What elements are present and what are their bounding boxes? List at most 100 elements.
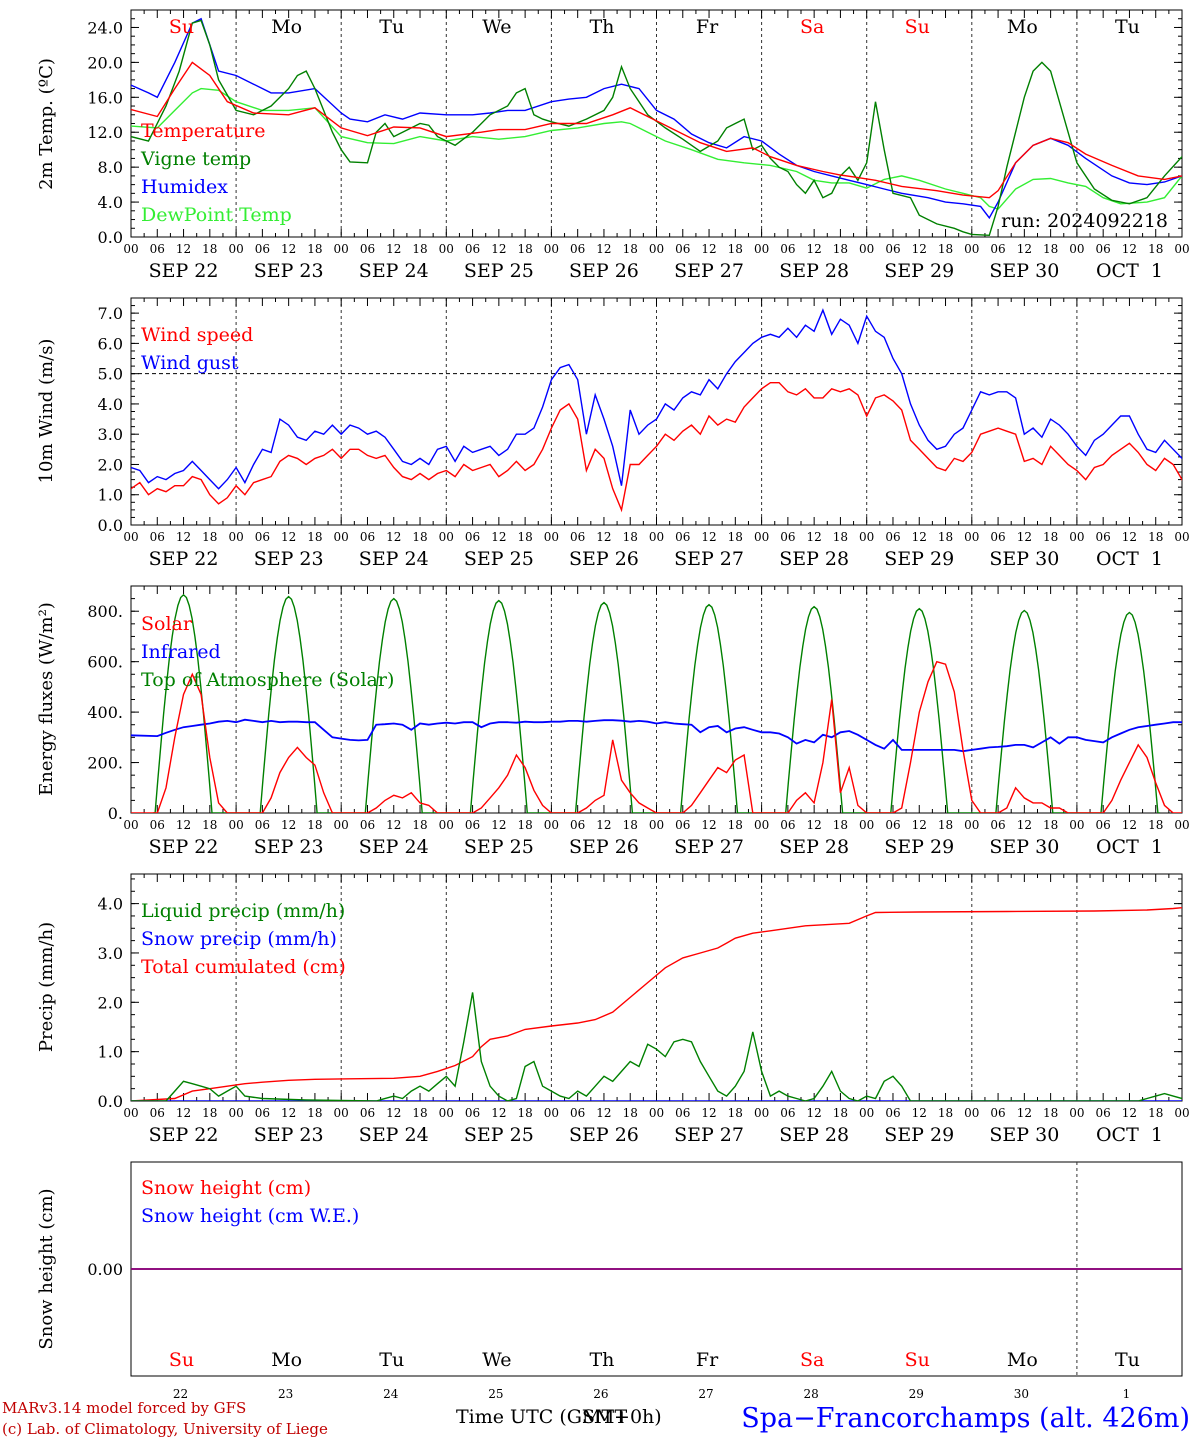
series-line-2 bbox=[131, 906, 1182, 1101]
x-hour-label: 12 bbox=[596, 530, 611, 544]
y-tick-label: 0.0 bbox=[98, 516, 123, 535]
series-line-2 bbox=[152, 593, 1161, 813]
legend-entry: Humidex bbox=[141, 176, 228, 198]
x-hour-label: 12 bbox=[281, 530, 296, 544]
x-hour-label: 06 bbox=[675, 1106, 690, 1120]
x-date-label: SEP 29 bbox=[884, 836, 954, 858]
x-hour-label: 18 bbox=[938, 1106, 953, 1120]
x-date-label: SEP 22 bbox=[149, 1124, 219, 1146]
x-hour-label: 06 bbox=[360, 1106, 375, 1120]
x-hour-label: 00 bbox=[859, 1106, 874, 1120]
day-name: Su bbox=[169, 1349, 194, 1371]
x-date-label: SEP 26 bbox=[569, 836, 639, 858]
x-hour-label: 18 bbox=[202, 242, 217, 256]
x-hour-label: 06 bbox=[1096, 530, 1111, 544]
day-number: 22 bbox=[173, 1387, 188, 1401]
x-hour-label: 00 bbox=[1069, 242, 1084, 256]
x-date-label: SEP 23 bbox=[254, 548, 324, 570]
day-name: Tu bbox=[1115, 1349, 1140, 1371]
x-hour-label: 18 bbox=[1043, 1106, 1058, 1120]
x-hour-label: 06 bbox=[780, 818, 795, 832]
x-hour-label: 06 bbox=[150, 1106, 165, 1120]
x-hour-label: 00 bbox=[228, 242, 243, 256]
x-date-label: SEP 26 bbox=[569, 1124, 639, 1146]
x-hour-label: 06 bbox=[885, 242, 900, 256]
x-hour-label: 18 bbox=[307, 242, 322, 256]
x-hour-label: 18 bbox=[202, 1106, 217, 1120]
x-hour-label: 18 bbox=[517, 530, 532, 544]
y-axis-label: 10m Wind (m/s) bbox=[36, 339, 57, 484]
x-hour-label: 06 bbox=[360, 242, 375, 256]
x-hour-label: 18 bbox=[1043, 242, 1058, 256]
legend-entry: Solar bbox=[141, 613, 193, 635]
legend-entry: Snow precip (mm/h) bbox=[141, 928, 337, 950]
x-date-label: SEP 23 bbox=[254, 260, 324, 282]
x-hour-label: 12 bbox=[701, 1106, 716, 1120]
series-line-0 bbox=[131, 382, 1182, 513]
x-hour-label: 18 bbox=[1148, 242, 1163, 256]
x-date-label: OCT 1 bbox=[1096, 836, 1163, 858]
y-tick-label: 16.0 bbox=[87, 88, 123, 107]
x-date-label: SEP 24 bbox=[359, 260, 429, 282]
x-hour-label: 18 bbox=[623, 530, 638, 544]
x-hour-label: 06 bbox=[465, 1106, 480, 1120]
x-hour-label: 06 bbox=[1096, 818, 1111, 832]
x-date-label: SEP 27 bbox=[674, 1124, 744, 1146]
series-line-1 bbox=[131, 718, 1182, 753]
x-hour-label: 18 bbox=[202, 818, 217, 832]
day-name: Mo bbox=[1007, 16, 1038, 38]
y-tick-label: 0. bbox=[108, 804, 123, 823]
x-date-label: SEP 25 bbox=[464, 548, 534, 570]
x-hour-label: 12 bbox=[386, 1106, 401, 1120]
x-hour-label: 12 bbox=[281, 242, 296, 256]
day-name: Tu bbox=[379, 1349, 404, 1371]
x-hour-label: 00 bbox=[228, 818, 243, 832]
x-hour-label: 00 bbox=[649, 818, 664, 832]
y-tick-label: 800. bbox=[87, 602, 123, 621]
y-tick-label: 7.0 bbox=[98, 304, 123, 323]
x-hour-label: 18 bbox=[728, 818, 743, 832]
day-name: Mo bbox=[271, 1349, 302, 1371]
x-hour-label: 00 bbox=[754, 1106, 769, 1120]
x-date-label: OCT 1 bbox=[1096, 548, 1163, 570]
x-hour-label: 00 bbox=[964, 530, 979, 544]
y-tick-label: 2.0 bbox=[98, 993, 123, 1012]
day-name: Fr bbox=[696, 1349, 719, 1371]
x-date-label: SEP 30 bbox=[989, 548, 1059, 570]
x-hour-label: 12 bbox=[912, 1106, 927, 1120]
y-axis-label: Precip (mm/h) bbox=[36, 922, 57, 1052]
series-line-0 bbox=[131, 660, 1182, 813]
x-hour-label: 00 bbox=[754, 818, 769, 832]
x-hour-label: 06 bbox=[465, 530, 480, 544]
x-hour-label: 12 bbox=[491, 1106, 506, 1120]
x-hour-label: 12 bbox=[912, 242, 927, 256]
y-tick-label: 3.0 bbox=[98, 944, 123, 963]
x-hour-label: 12 bbox=[912, 818, 927, 832]
x-hour-label: 00 bbox=[1069, 530, 1084, 544]
x-hour-label: 18 bbox=[202, 530, 217, 544]
x-hour-label: 12 bbox=[701, 242, 716, 256]
x-hour-label: 06 bbox=[150, 242, 165, 256]
y-tick-label: 1.0 bbox=[98, 1043, 123, 1062]
station-name: Spa−Francorchamps (alt. 426m) bbox=[741, 1403, 1190, 1434]
x-hour-label: 00 bbox=[964, 818, 979, 832]
day-number: 29 bbox=[909, 1387, 924, 1401]
x-hour-label: 12 bbox=[807, 1106, 822, 1120]
x-hour-label: 00 bbox=[334, 530, 349, 544]
legend-entry: Total cumulated (cm) bbox=[141, 956, 346, 978]
x-hour-label: 00 bbox=[439, 818, 454, 832]
x-hour-label: 00 bbox=[123, 530, 138, 544]
y-tick-label: 24.0 bbox=[87, 18, 123, 37]
x-date-label: SEP 27 bbox=[674, 260, 744, 282]
x-hour-label: 00 bbox=[334, 242, 349, 256]
series-line-0 bbox=[131, 61, 1182, 199]
x-axis-title: Time UTC (GMT+0h) bbox=[456, 1406, 662, 1428]
y-tick-label: 6.0 bbox=[98, 334, 123, 353]
x-hour-label: 00 bbox=[228, 1106, 243, 1120]
x-hour-label: 12 bbox=[491, 242, 506, 256]
x-date-label: SEP 23 bbox=[254, 836, 324, 858]
x-hour-label: 06 bbox=[780, 242, 795, 256]
legend-entry: Liquid precip (mm/h) bbox=[141, 900, 345, 922]
x-hour-label: 00 bbox=[1174, 530, 1189, 544]
x-hour-label: 00 bbox=[334, 818, 349, 832]
